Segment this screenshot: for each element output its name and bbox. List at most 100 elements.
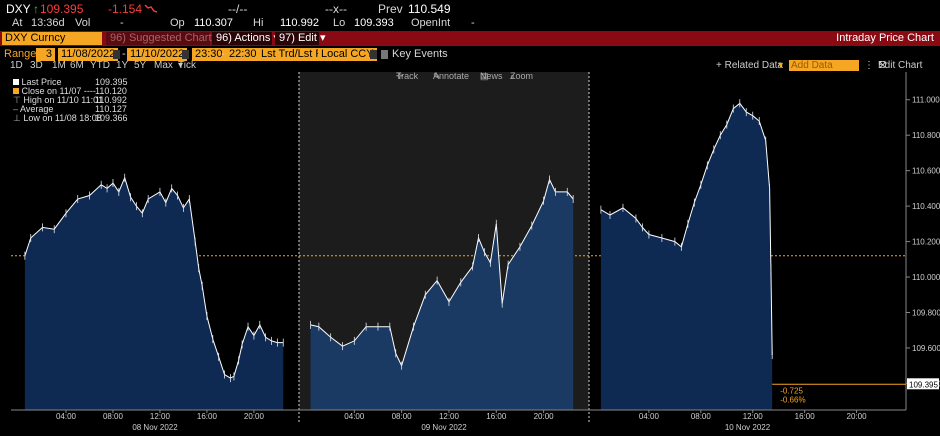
range-label: Range (4, 48, 37, 60)
quote-line-1: DXY ↑ 109.395 -1.154 --/-- --x-- Prev 11… (0, 2, 940, 18)
period-5y[interactable]: 5Y (134, 60, 147, 71)
change-annotation: -0.725 (780, 386, 803, 395)
x-tick-label: 08:00 (691, 412, 712, 421)
y-tick-label: 110.600 (912, 167, 940, 176)
period-1m[interactable]: 1M (52, 60, 66, 71)
start-time-input[interactable]: 23:30 (192, 48, 226, 61)
end-date-input[interactable]: 11/10/2022 (127, 48, 188, 61)
average-marker-icon: – (13, 104, 19, 114)
x-tick-label: 04:00 (639, 412, 660, 421)
legend-label: High on 11/10 11:01 (23, 95, 104, 105)
pct-annotation: -0.66% (780, 395, 805, 404)
price-area (24, 177, 284, 410)
key-events-label: Key Events (392, 48, 448, 60)
chevron-down-icon[interactable]: ▾ (778, 60, 784, 71)
blank-field-1: --/-- (228, 2, 248, 16)
period-bar: 1D 3D 1M 6M YTD 1Y 5Y Max Tick ▾ + Relat… (0, 60, 940, 72)
date-label: 08 Nov 2022 (132, 423, 178, 432)
edit-chart-icon: ⚒ (878, 60, 887, 71)
legend-value: 110.127 (95, 104, 127, 114)
period-6m[interactable]: 6M (70, 60, 84, 71)
at-label: At (12, 17, 23, 29)
chevron-down-icon[interactable] (370, 50, 377, 59)
key-events-checkbox[interactable] (381, 50, 388, 59)
legend-value: 109.366 (95, 113, 128, 123)
last-price: 109.395 (40, 2, 84, 16)
x-tick-label: 16:00 (795, 412, 816, 421)
period-ytd[interactable]: YTD (90, 60, 110, 71)
y-tick-label: 110.200 (912, 238, 940, 247)
legend-row: – Average 110.127 (13, 104, 127, 114)
y-tick-label: 109.600 (912, 344, 940, 353)
calendar-icon[interactable] (113, 50, 120, 59)
add-data-input[interactable]: Add Data (789, 60, 859, 71)
date-label: 10 Nov 2022 (725, 423, 771, 432)
period-max[interactable]: Max (154, 60, 173, 71)
price-area (600, 103, 773, 411)
legend-row: ⊤ High on 11/10 11:01 110.992 (13, 95, 127, 105)
prev-label: Prev (378, 2, 403, 16)
last-price-swatch (13, 79, 19, 85)
quote-time: 13:36d (31, 17, 65, 29)
x-tick-label: 16:00 (197, 412, 218, 421)
net-change: -1.154 (108, 2, 143, 16)
end-time-input[interactable]: 22:30 (226, 48, 260, 61)
security-field[interactable]: DXY Curncy (2, 32, 102, 45)
vol-value: - (120, 17, 124, 29)
period-1d[interactable]: 1D (10, 60, 23, 71)
track-label: Track (396, 71, 419, 81)
fields-dropdown[interactable]: Lst Trd/Lst P (258, 48, 326, 61)
x-tick-label: 04:00 (56, 412, 77, 421)
annotate-label: Annotate (433, 71, 470, 81)
x-tick-label: 04:00 (344, 412, 365, 421)
legend-value: 110.120 (95, 86, 127, 96)
price-area (310, 179, 574, 410)
prev-value: 110.549 (408, 2, 451, 16)
x-tick-label: 08:00 (103, 412, 124, 421)
suggested-charts-button[interactable]: 96) Suggested Charts (106, 32, 217, 45)
x-tick-label: 20:00 (847, 412, 868, 421)
legend-row: Close on 11/07 ---- 110.120 (13, 86, 127, 96)
date-label: 09 Nov 2022 (421, 423, 467, 432)
y-tick-label: 110.400 (912, 202, 940, 211)
period-1y[interactable]: 1Y (116, 60, 129, 71)
x-tick-label: 20:00 (244, 412, 265, 421)
zoom-label: Zoom (510, 71, 534, 81)
low-value: 109.393 (354, 17, 394, 29)
up-arrow-icon: ↑ (33, 2, 39, 16)
range-controls: Range 3 11/08/2022 - 11/10/2022 23:30 - … (0, 47, 940, 61)
crosshair-icon: ✛ (396, 71, 404, 81)
legend-label: Low on 11/08 18:08 (23, 113, 102, 123)
x-tick-label: 16:00 (486, 412, 507, 421)
x-tick-label: 12:00 (439, 412, 460, 421)
open-label: Op (170, 17, 185, 29)
period-3d[interactable]: 3D (30, 60, 43, 71)
edit-menu-button[interactable]: 97) Edit ▾ (275, 32, 326, 45)
range-number-input[interactable]: 3 (36, 48, 55, 61)
price-line (24, 176, 284, 379)
last-price-label: 109.395 (909, 380, 938, 389)
start-date-input[interactable]: 11/08/2022 (58, 48, 119, 61)
settings-icon[interactable]: ⋮ (864, 60, 874, 71)
calendar-icon[interactable] (182, 50, 189, 59)
sparkline-icon (144, 2, 158, 17)
x-tick-label: 20:00 (534, 412, 555, 421)
legend-label: Close on 11/07 ---- (21, 86, 96, 96)
legend-label: Last Price (21, 77, 62, 87)
y-tick-label: 111.000 (912, 96, 940, 105)
title-bar: DXY Curncy 96) Suggested Charts 96) Acti… (0, 31, 940, 46)
related-data-button[interactable]: + Related Data (716, 60, 783, 71)
y-tick-label: 110.000 (912, 273, 940, 282)
vol-label: Vol (75, 17, 91, 29)
open-value: 110.307 (194, 17, 233, 29)
page-title: Intraday Price Chart (836, 32, 934, 44)
x-tick-label: 12:00 (743, 412, 764, 421)
blank-field-2: --x-- (325, 2, 347, 16)
y-tick-label: 110.800 (912, 131, 940, 140)
legend-value: 109.395 (95, 77, 128, 87)
currency-dropdown[interactable]: Local CCY (318, 48, 377, 61)
tick-label: Tick (178, 60, 196, 71)
high-label: Hi (253, 17, 264, 29)
time-separator: - (221, 48, 225, 60)
